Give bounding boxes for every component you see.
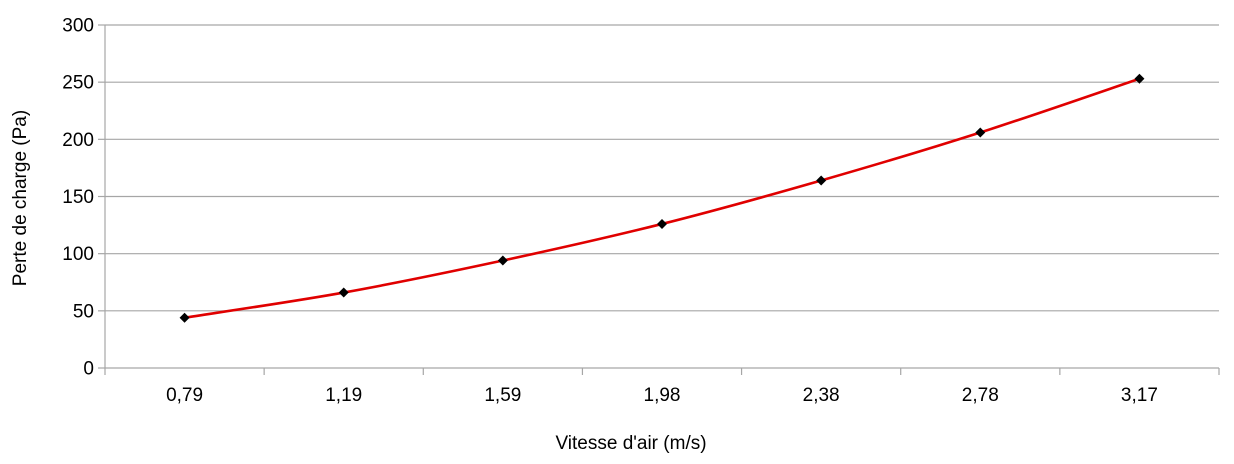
x-tick-label: 2,78 — [962, 385, 999, 406]
y-tick-label: 100 — [62, 244, 94, 265]
x-tick-label: 1,59 — [484, 385, 521, 406]
y-tick-label: 200 — [62, 130, 94, 151]
data-point-marker — [657, 218, 667, 229]
data-series — [179, 73, 1145, 323]
x-tick-label: 2,38 — [803, 385, 840, 406]
y-axis-title: Perte de charge (Pa) — [10, 110, 31, 286]
x-tick-label: 0,79 — [166, 385, 203, 406]
data-point-marker — [338, 287, 349, 298]
data-point-marker — [179, 312, 190, 323]
x-tick-labels: 0,79 1,19 1,59 1,98 2,38 2,78 3,17 — [166, 385, 1158, 406]
axes — [98, 24, 1220, 375]
gridlines — [105, 24, 1219, 312]
x-axis-title: Vitesse d'air (m/s) — [555, 433, 706, 454]
x-tick-label: 1,19 — [325, 385, 362, 406]
data-point-marker — [497, 255, 508, 266]
y-tick-label: 300 — [62, 16, 94, 37]
y-tick-label: 150 — [62, 187, 94, 208]
x-tick-label: 3,17 — [1121, 385, 1158, 406]
y-tick-label: 50 — [73, 301, 94, 322]
series-line — [183, 77, 1141, 319]
x-tick-label: 1,98 — [644, 385, 681, 406]
y-tick-label: 0 — [83, 359, 94, 380]
data-point-marker — [1134, 73, 1145, 84]
y-tick-labels: 0 50 100 150 200 250 300 — [62, 16, 94, 380]
y-tick-label: 250 — [62, 73, 94, 94]
data-point-marker — [975, 127, 986, 138]
data-point-marker — [816, 175, 827, 186]
